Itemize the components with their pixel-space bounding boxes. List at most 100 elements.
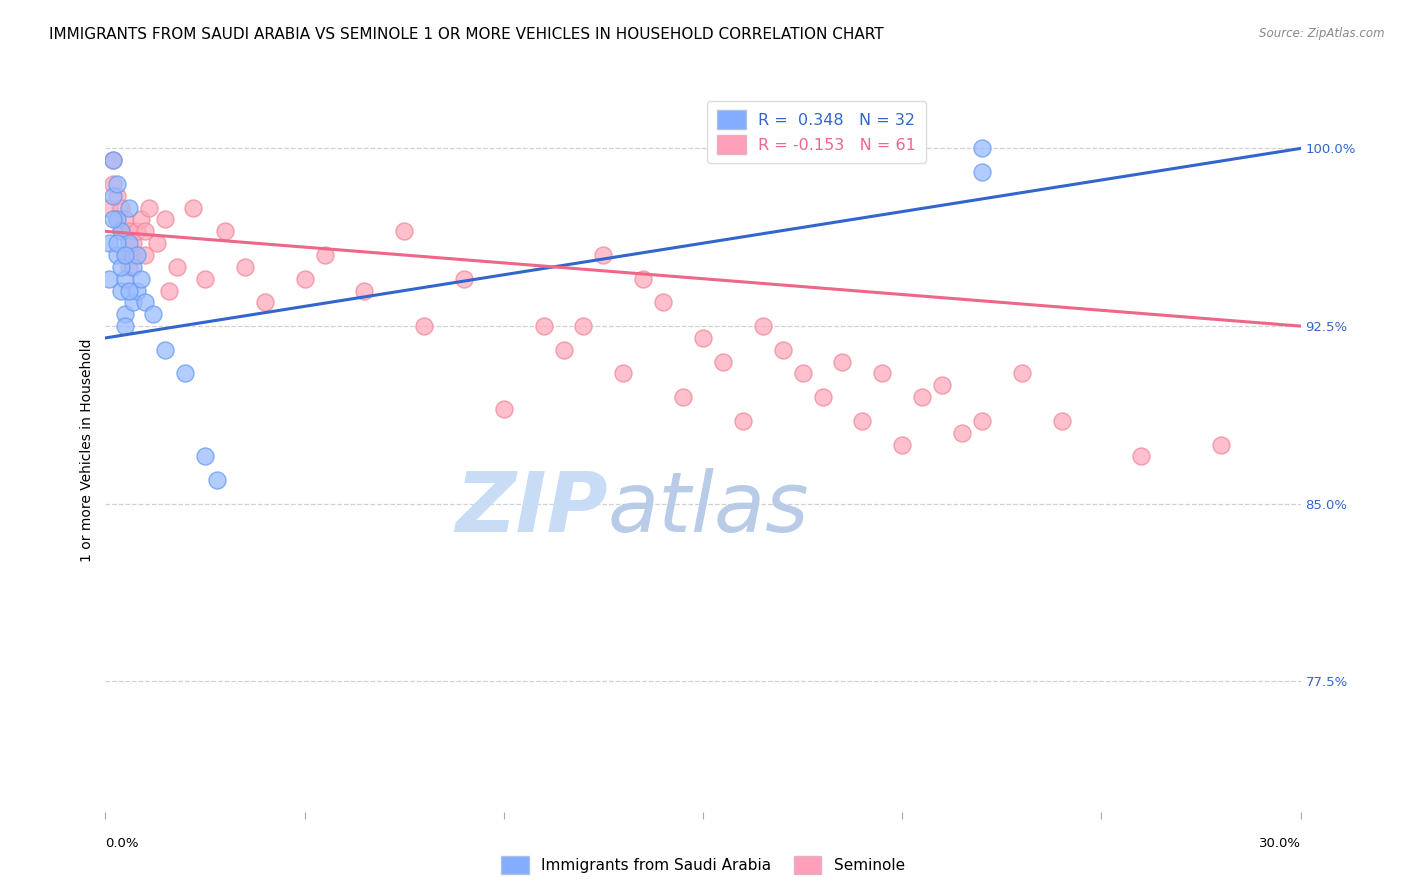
Point xyxy=(751,319,773,334)
Point xyxy=(142,307,165,321)
Point xyxy=(98,271,121,285)
Point xyxy=(134,224,156,238)
Text: Source: ZipAtlas.com: Source: ZipAtlas.com xyxy=(1260,27,1385,40)
Point xyxy=(107,212,129,227)
Text: atlas: atlas xyxy=(607,467,808,549)
Point xyxy=(1209,437,1232,451)
Point xyxy=(157,284,180,298)
Point xyxy=(122,248,145,262)
Point xyxy=(931,378,953,392)
Point xyxy=(194,450,217,464)
Point xyxy=(107,189,129,203)
Point xyxy=(1130,450,1153,464)
Point xyxy=(107,177,129,191)
Point xyxy=(114,271,136,285)
Point xyxy=(110,284,132,298)
Point xyxy=(98,201,121,215)
Point xyxy=(392,224,416,238)
Point xyxy=(612,367,634,381)
Point xyxy=(633,271,655,285)
Point xyxy=(107,212,129,227)
Legend: R =  0.348   N = 32, R = -0.153   N = 61: R = 0.348 N = 32, R = -0.153 N = 61 xyxy=(707,101,925,163)
Point xyxy=(572,319,595,334)
Point xyxy=(110,260,132,274)
Point xyxy=(118,284,141,298)
Point xyxy=(114,212,136,227)
Point xyxy=(118,260,141,274)
Point xyxy=(122,260,145,274)
Point xyxy=(114,319,136,334)
Point xyxy=(134,295,156,310)
Point xyxy=(970,141,993,155)
Point xyxy=(127,284,149,298)
Point xyxy=(98,236,121,251)
Point xyxy=(851,414,873,428)
Point xyxy=(811,390,834,404)
Point xyxy=(872,367,894,381)
Text: IMMIGRANTS FROM SAUDI ARABIA VS SEMINOLE 1 OR MORE VEHICLES IN HOUSEHOLD CORRELA: IMMIGRANTS FROM SAUDI ARABIA VS SEMINOLE… xyxy=(49,27,884,42)
Point xyxy=(103,153,125,168)
Point xyxy=(110,224,132,238)
Point xyxy=(134,248,156,262)
Point xyxy=(194,271,217,285)
Point xyxy=(672,390,695,404)
Point xyxy=(233,260,256,274)
Point xyxy=(122,236,145,251)
Point xyxy=(950,425,973,440)
Point xyxy=(181,201,204,215)
Point xyxy=(453,271,475,285)
Point xyxy=(174,367,197,381)
Point xyxy=(1011,367,1033,381)
Point xyxy=(110,201,132,215)
Point xyxy=(114,248,136,262)
Point xyxy=(129,212,153,227)
Point xyxy=(711,354,734,368)
Point xyxy=(103,153,125,168)
Point xyxy=(652,295,675,310)
Point xyxy=(107,236,129,251)
Point xyxy=(118,201,141,215)
Point xyxy=(122,295,145,310)
Point xyxy=(970,414,993,428)
Point xyxy=(692,331,714,345)
Point xyxy=(127,224,149,238)
Y-axis label: 1 or more Vehicles in Household: 1 or more Vehicles in Household xyxy=(80,339,94,562)
Point xyxy=(103,212,125,227)
Point xyxy=(138,201,160,215)
Point xyxy=(103,189,125,203)
Point xyxy=(314,248,336,262)
Point xyxy=(553,343,575,357)
Point xyxy=(831,354,853,368)
Point xyxy=(146,236,169,251)
Point xyxy=(214,224,236,238)
Point xyxy=(772,343,794,357)
Point xyxy=(114,248,136,262)
Point xyxy=(792,367,814,381)
Point xyxy=(153,343,177,357)
Point xyxy=(911,390,934,404)
Point xyxy=(166,260,188,274)
Point xyxy=(891,437,914,451)
Point xyxy=(970,165,993,179)
Point xyxy=(353,284,375,298)
Point xyxy=(114,307,136,321)
Point xyxy=(413,319,436,334)
Point xyxy=(103,177,125,191)
Point xyxy=(153,212,177,227)
Point xyxy=(205,473,228,487)
Point xyxy=(127,248,149,262)
Text: ZIP: ZIP xyxy=(454,467,607,549)
Point xyxy=(294,271,316,285)
Point xyxy=(129,271,153,285)
Text: 30.0%: 30.0% xyxy=(1258,837,1301,850)
Legend: Immigrants from Saudi Arabia, Seminole: Immigrants from Saudi Arabia, Seminole xyxy=(495,850,911,880)
Text: 0.0%: 0.0% xyxy=(105,837,139,850)
Point xyxy=(731,414,754,428)
Point xyxy=(253,295,276,310)
Point xyxy=(533,319,555,334)
Point xyxy=(118,224,141,238)
Point xyxy=(492,402,515,417)
Point xyxy=(1050,414,1073,428)
Point xyxy=(118,236,141,251)
Point xyxy=(107,248,129,262)
